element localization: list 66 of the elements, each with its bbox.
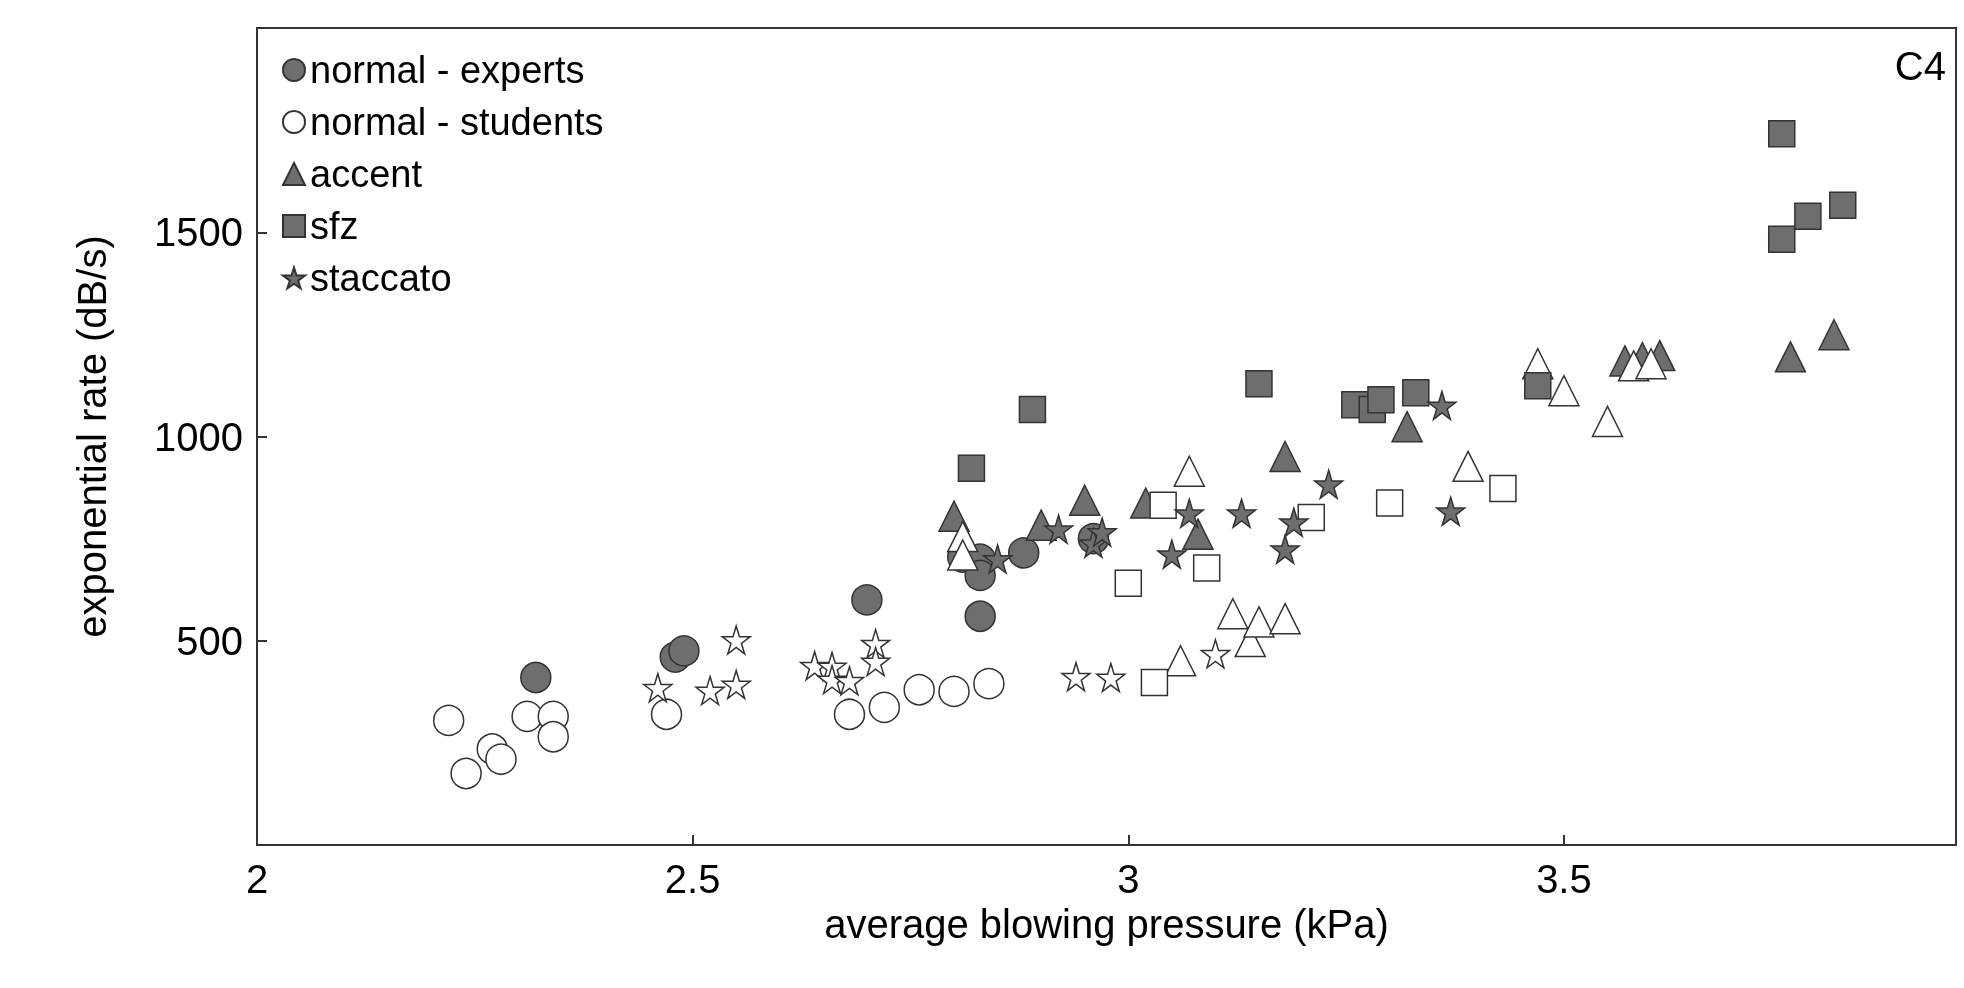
point — [1174, 498, 1205, 529]
annotation: C4 — [1894, 44, 1947, 88]
point — [1140, 668, 1169, 697]
x-axis-title: average blowing pressure (kPa) — [824, 901, 1389, 946]
point — [834, 666, 865, 696]
y-tick-label: 1000 — [154, 414, 243, 459]
point — [1402, 379, 1430, 407]
point — [643, 672, 673, 703]
point — [1114, 569, 1143, 597]
point — [485, 743, 517, 775]
point — [964, 600, 996, 632]
point — [1008, 537, 1040, 569]
point — [1061, 661, 1091, 692]
point — [520, 661, 552, 694]
y-tick-label: 1500 — [154, 210, 243, 255]
point — [1269, 440, 1301, 473]
point — [1435, 496, 1466, 527]
y-axis-title: exponential rate (dB/s) — [70, 235, 114, 638]
point — [1270, 534, 1300, 564]
point — [1794, 202, 1822, 231]
point — [860, 628, 891, 659]
point — [982, 544, 1013, 574]
point — [721, 625, 751, 655]
point — [1767, 225, 1796, 253]
point — [1200, 639, 1231, 669]
point — [1245, 370, 1273, 398]
point — [1313, 469, 1344, 500]
point — [1635, 348, 1667, 380]
point — [695, 675, 725, 706]
legend-label: sfz — [310, 205, 359, 247]
point — [1043, 514, 1074, 544]
point — [1279, 507, 1309, 538]
point — [1375, 489, 1404, 517]
point — [1149, 491, 1177, 519]
point — [668, 635, 700, 667]
point — [1774, 341, 1807, 373]
x-tick-label: 3 — [1117, 857, 1140, 901]
legend-label: normal - students — [310, 101, 604, 143]
point — [721, 669, 751, 700]
point — [1182, 518, 1214, 550]
point — [1018, 395, 1047, 424]
point — [1367, 385, 1395, 414]
point — [1767, 120, 1796, 148]
point — [1828, 191, 1857, 220]
x-tick-label: 2.5 — [664, 857, 721, 901]
point — [851, 584, 883, 616]
point — [1391, 410, 1423, 443]
y-tick-label: 500 — [176, 618, 243, 663]
point — [1096, 662, 1126, 693]
point — [1427, 390, 1457, 421]
point — [1157, 539, 1187, 569]
point — [1192, 554, 1221, 582]
x-tick-label: 2 — [245, 857, 269, 901]
point — [1524, 372, 1552, 400]
legend-label: accent — [310, 153, 423, 195]
point — [537, 721, 569, 753]
point — [1818, 319, 1850, 351]
point — [1489, 474, 1517, 503]
point — [860, 646, 891, 677]
point — [1226, 498, 1257, 529]
legend-label: staccato — [310, 257, 452, 299]
legend-label: normal - experts — [310, 49, 585, 91]
x-tick-label: 3.5 — [1536, 857, 1592, 901]
point — [1087, 517, 1117, 547]
point — [957, 454, 986, 483]
point — [1068, 484, 1101, 516]
